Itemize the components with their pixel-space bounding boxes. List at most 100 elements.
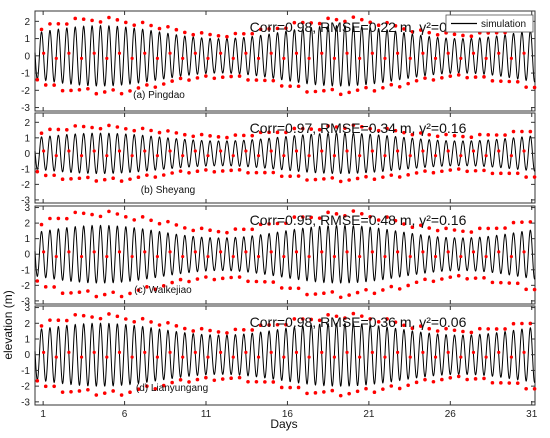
panel-c-observation-point [174,223,179,227]
panel-a-observation-point [225,34,229,39]
panel-b-observation-point [92,149,96,153]
panel-b-observation-point [370,149,374,153]
panel-b-observation-point [507,171,512,176]
panel-a-observation-point [370,51,374,55]
panel-c-observation-point [522,250,526,254]
panel-c-observation-point [347,293,351,297]
panel-d-frame [34,305,536,406]
panel-d-observation-point [81,313,86,318]
panel-c-observation-point [246,279,250,284]
panel-c-observation-point [65,216,69,221]
panel-a-observation-point [418,28,423,32]
panel-b-observation-point [153,175,158,179]
panel-b-y-axis: -3 -2 -1 0 1 2 [21,118,535,206]
panel-a-observation-point [102,90,107,94]
panel-d-observation-point [320,350,324,354]
panel-c-observation-point [427,226,432,230]
panel-d-observation-point [376,320,381,324]
panel-c-observation-point [69,291,73,295]
panel-a-observation-point [396,51,400,55]
panel-a-observation-point [473,75,478,79]
panel-a-observation-point [461,33,465,38]
panel-a-observation-point [183,30,187,35]
panel-d-stats: Corr=0.98, RMSE=0.36 m, γ²=0.06 [250,314,467,330]
panel-a-simulation-line [34,24,536,87]
panel-a-observation-point [43,83,48,87]
panel-b-observation-point [102,177,107,182]
panel-c-observation-point [423,277,427,282]
panel-d-observation-point [300,317,305,321]
panel-a-observation-point [42,51,46,55]
panel-b-observation-point [431,170,436,175]
panel-c-observation-point [396,250,400,254]
panel-a-observation-point [174,27,179,32]
panel-b-observation-point [520,129,524,134]
panel-a-observation-point [410,29,415,34]
panel-d-observation-point [229,376,233,381]
panel-b-observation-point [307,154,311,158]
panel-b-observation-point [244,149,248,153]
panel-b-observation-point [69,177,73,181]
panel-c-observation-point [94,294,99,299]
panel-a-observation-point [241,31,246,36]
panel-c-observation-point [477,226,482,231]
panel-a-y-tick-label: -2 [21,86,30,97]
panel-a-observation-point [497,51,501,55]
panel-d-observation-point [370,350,374,354]
panel-c-observation-point [119,294,124,299]
panel-d-observation-point [267,323,271,327]
panel-d-y-tick-label: 2 [24,319,30,330]
panel-b-observation-point [206,154,210,158]
panel-d-observation-point [212,378,217,383]
panel-d-observation-point [456,374,461,379]
panel-b-observation-point [187,170,191,175]
panel-b-observation-point [275,130,280,135]
panel-b-site-label: (b) Sheyang [141,185,195,196]
panel-a-observation-point [105,56,109,61]
panel-a-observation-point [358,56,362,61]
panel-c-observation-point [284,221,288,226]
panel-d-observation-point [244,350,248,354]
panel-d-observation-point [216,330,221,334]
panel-a-observation-point [161,82,166,86]
panel-c-observation-point [511,220,516,225]
panel-d-observation-point [524,386,528,391]
panel-d-observation-point [482,376,486,381]
panel-b-observation-point [73,124,78,128]
panel-c-observation-point [166,219,170,224]
panel-b-observation-point [52,173,56,178]
panel-c-simulation-line [34,224,536,284]
panel-a-observation-point [490,79,495,83]
panel-c-observation-point [157,221,162,226]
panel-d-observation-point [153,386,158,391]
panel-c-observation-point [208,228,212,232]
panel-c-observation-point [90,212,94,217]
panel-c-x-ticks [42,206,533,304]
panel-c-observation-point [48,216,52,221]
panel-b-observation-point [317,127,322,132]
panel-c-observation-point [448,275,453,279]
panel-b-observation-point [433,154,438,158]
panel-b-observation-point [77,176,82,181]
panel-b-y-tick-label: 0 [24,149,30,160]
panel-d-observation-point [406,383,410,388]
panel-a-observation-point [77,88,82,92]
panel-b-observation-point [330,176,335,180]
panel-b-observation-point [284,130,288,135]
panel-d-observation-point [359,314,364,318]
panel-c-observation-point [98,214,103,219]
panel-a-observation-point [54,56,58,61]
panel-d-observation-point [364,386,368,391]
panel-c-y-tick-label: 1 [24,234,30,245]
panel-a-observation-point [39,27,44,32]
panel-b-observation-point [35,169,40,174]
panel-c-observation-point [440,277,444,281]
panel-b-observation-point [376,128,381,133]
panel-b-observation-point [452,133,457,138]
panel-d-observation-point [208,328,212,333]
panel-a-observation-point [524,85,528,89]
panel-c-observation-point [368,215,373,219]
panel-a-observation-point [204,74,208,78]
panel-d-observation-point [368,317,373,321]
panel-d-observation-point [446,350,450,354]
